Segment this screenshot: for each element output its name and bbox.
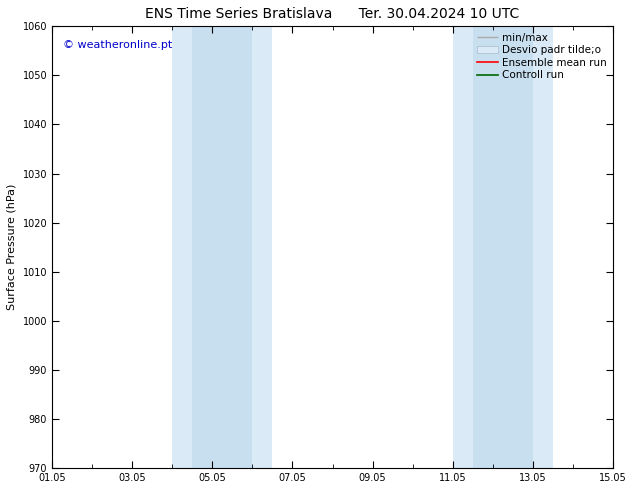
Y-axis label: Surface Pressure (hPa): Surface Pressure (hPa) <box>7 184 17 311</box>
Bar <box>172 26 273 468</box>
Bar <box>192 26 252 468</box>
Text: © weatheronline.pt: © weatheronline.pt <box>63 40 172 49</box>
Title: ENS Time Series Bratislava      Ter. 30.04.2024 10 UTC: ENS Time Series Bratislava Ter. 30.04.20… <box>145 7 520 21</box>
Legend: min/max, Desvio padr tilde;o, Ensemble mean run, Controll run: min/max, Desvio padr tilde;o, Ensemble m… <box>473 28 611 84</box>
Bar <box>473 26 533 468</box>
Bar <box>453 26 553 468</box>
